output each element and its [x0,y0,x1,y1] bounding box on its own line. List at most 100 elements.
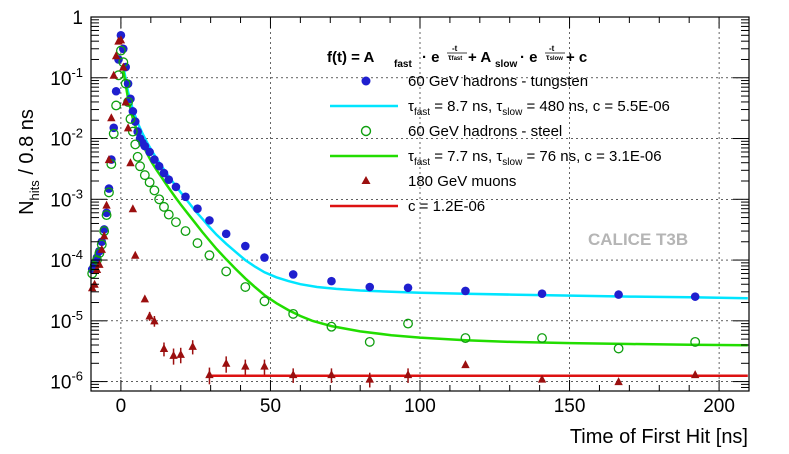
data-point-muons [119,62,128,71]
data-point-muons [288,370,298,379]
data-point-muons [107,113,116,122]
formula-a-fast-sub: fast [394,59,412,70]
legend-label-tungsten: 60 GeV hadrons - tungsten [408,73,588,90]
data-point-muons [126,158,135,167]
data-point-muons [537,374,547,383]
data-point-muons [97,244,106,253]
x-tick-label: 0 [116,396,127,417]
tick-labels: 0 50 100 150 200 10-6 10-5 10-4 10-3 10-2 10-1 1 [50,8,735,417]
data-point-steel [403,318,413,329]
x-axis-title: Time of First Hit [ns] [570,426,748,448]
data-point-tungsten [150,155,159,164]
formula-dot-1: · e [422,49,440,66]
data-point-muons [111,51,121,60]
y-tick-label: 10-6 [50,369,83,394]
data-point-tungsten [260,253,269,262]
data-point-muons [221,358,231,367]
data-point-muons [614,377,623,386]
legend-label-tungsten-fit: τfast = 8.7 ns, τslow = 480 ns, c = 5.5E… [408,98,670,118]
formula-dot-2: · e [520,49,538,66]
y-axis-title-main: N [16,200,38,214]
data-point-muons [99,231,109,240]
data-point-muons [260,361,269,370]
y-tick-label: 1 [72,8,83,29]
data-point-steel [111,100,122,111]
legend-marker-tungsten [361,76,371,86]
data-point-steel [132,151,143,162]
formula-exp-den-2: τslow [546,53,563,62]
x-tick-label: 200 [703,396,735,417]
data-point-steel [120,78,131,89]
y-tick-label: 10-4 [50,247,83,272]
data-point-muons [690,370,700,379]
data-point-tungsten [159,168,169,178]
legend: 60 GeV hadrons - tungsten τfast = 8.7 ns… [330,73,670,215]
y-axis-title: Nhits / 0.8 ns [16,109,42,215]
data-point-muons [176,349,185,358]
formula-exp-den-1: τfast [448,53,462,62]
x-tick-label: 100 [404,396,436,417]
data-point-tungsten [140,141,150,151]
data-point-tungsten [111,86,121,96]
data-point-muons [116,35,126,44]
data-point-steel [613,343,624,354]
data-point-steel [103,187,114,198]
data-point-tungsten [327,276,336,286]
data-point-tungsten [221,229,231,239]
data-point-steel [125,113,136,124]
data-point-tungsten [690,292,700,301]
data-point-tungsten [205,216,214,225]
data-point-muons [104,155,114,164]
formula-lhs: f(t) = A [327,49,375,66]
data-point-muons [169,350,178,359]
formula-exp-num-2: -t [549,44,555,53]
data-point-muons [159,344,169,353]
data-point-steel [326,321,337,332]
data-point-muons [123,123,133,132]
data-point-steel [115,45,126,56]
y-tick-label: 10-2 [50,126,83,151]
data-point-tungsten [145,147,154,157]
data-point-muons [403,370,413,379]
data-point-steel [690,336,701,347]
data-point-steel [159,201,169,212]
data-point-steel [144,177,155,188]
legend-label-muons: 180 GeV muons [408,173,516,190]
data-point-steel [259,296,270,307]
grid [91,16,749,391]
calice-watermark: CALICE T3B [588,230,688,249]
data-point-muons [365,374,374,383]
legend-label-muons-fit: c = 1.2E-06 [408,198,485,215]
data-point-tungsten [365,282,375,292]
data-point-steel [135,161,146,172]
data-point-tungsten [193,204,202,214]
fit-formula: f(t) = A fast · e -t τfast + A slow · e … [327,44,587,70]
y-axis-title-sub: hits [27,180,42,201]
axis-ticks [90,16,750,392]
data-point-tungsten [181,192,190,202]
data-markers [87,30,701,388]
data-point-steel [537,333,547,344]
data-point-tungsten [171,182,181,192]
formula-tail: + c [566,49,587,66]
data-point-muons [131,250,140,259]
data-point-steel [204,250,215,261]
data-point-tungsten [164,175,174,185]
data-point-tungsten [461,286,470,296]
data-point-muons [150,316,159,325]
data-point-steel [288,308,299,319]
data-point-steel [127,126,138,137]
data-point-muons [188,341,197,350]
data-point-steel [221,266,232,277]
data-point-muons [121,97,130,106]
data-point-muons [205,370,214,379]
data-point-muons [140,294,150,303]
data-point-tungsten [614,290,623,299]
data-point-muons [241,361,250,370]
y-tick-label: 10-5 [50,308,83,333]
data-point-steel [154,194,165,205]
data-point-muons [461,360,470,369]
data-point-steel [130,139,141,150]
